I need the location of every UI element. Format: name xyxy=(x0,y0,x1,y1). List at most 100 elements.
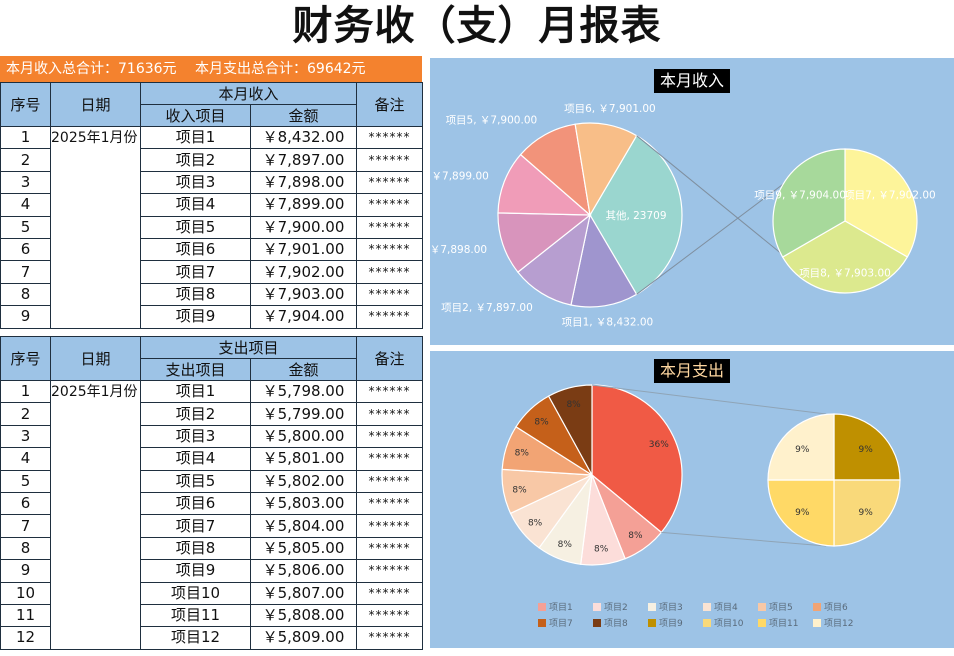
income-total: 本月收入总合计：71636元 xyxy=(6,61,177,77)
legend-item: 项目12 xyxy=(824,618,853,629)
row-amount: ￥7,900.00 xyxy=(249,215,358,239)
legend-item: 项目5 xyxy=(769,602,793,613)
table-row: 1 2025年1月份 项目1 ￥5,798.00 ****** xyxy=(0,379,424,650)
row-amount: ￥7,899.00 xyxy=(249,193,358,217)
pie-slice xyxy=(781,220,909,294)
legend-swatch xyxy=(538,619,546,627)
table-row: 1 2025年1月份 项目1 ￥8,432.00 ****** xyxy=(0,125,424,329)
pie-slice xyxy=(833,479,901,547)
row-item: 项目2 xyxy=(140,148,251,172)
row-index: 4 xyxy=(0,193,51,217)
row-item: 项目8 xyxy=(140,282,251,307)
pie-slice xyxy=(844,148,918,258)
col-amount-header: 金额 xyxy=(249,104,358,127)
legend-item: 项目7 xyxy=(549,618,573,629)
legend-item: 项目9 xyxy=(659,618,683,629)
row-item: 项目9 xyxy=(140,559,251,583)
chart-title: 本月支出 xyxy=(653,359,731,383)
row-note: ****** xyxy=(356,491,424,516)
row-index: 11 xyxy=(0,603,51,628)
row-note: ****** xyxy=(356,193,424,217)
table-row: 7 项目7 ￥7,902.00 ****** xyxy=(0,260,424,284)
row-note: ****** xyxy=(356,148,424,172)
legend-swatch xyxy=(703,603,711,611)
row-item: 项目7 xyxy=(140,514,251,538)
row-amount: ￥7,902.00 xyxy=(249,260,358,284)
data-label: 项目4, ￥7,899.00 xyxy=(430,170,489,182)
row-note: ****** xyxy=(356,125,424,150)
row-note: ****** xyxy=(356,237,424,262)
row-index: 5 xyxy=(0,215,51,239)
data-label: 项目9, ￥7,904.00 xyxy=(754,190,846,202)
row-item: 项目5 xyxy=(140,469,251,493)
table-row: 6 项目6 ￥7,901.00 ****** xyxy=(0,237,424,262)
row-item: 项目4 xyxy=(140,193,251,217)
data-label: 9% xyxy=(795,445,810,455)
legend-item: 项目2 xyxy=(604,602,628,613)
row-amount: ￥5,808.00 xyxy=(249,603,358,628)
row-amount: ￥5,802.00 xyxy=(249,469,358,493)
row-item: 项目4 xyxy=(140,447,251,471)
legend-item: 项目3 xyxy=(659,602,683,613)
data-label: 8% xyxy=(558,540,573,550)
row-amount: ￥5,805.00 xyxy=(249,536,358,561)
data-label: 8% xyxy=(515,449,530,459)
legend-item: 项目8 xyxy=(604,618,628,629)
pie-slice xyxy=(772,148,846,258)
row-item: 项目7 xyxy=(140,260,251,284)
row-note: ****** xyxy=(356,469,424,493)
col-date-header: 日期 xyxy=(50,336,141,381)
row-amount: ￥7,897.00 xyxy=(249,148,358,172)
legend-swatch xyxy=(593,619,601,627)
data-label: 8% xyxy=(566,400,581,410)
row-amount: ￥5,801.00 xyxy=(249,447,358,471)
table-row: 2 项目2 ￥5,799.00 ****** xyxy=(0,402,424,426)
legend-item: 项目11 xyxy=(769,618,798,629)
table-row: 11 项目11 ￥5,808.00 ****** xyxy=(0,603,424,628)
row-index: 2 xyxy=(0,148,51,172)
pie-slice xyxy=(570,213,638,308)
row-index: 5 xyxy=(0,469,51,493)
legend-item: 项目1 xyxy=(549,602,573,613)
table-row: 3 项目3 ￥5,800.00 ****** xyxy=(0,424,424,449)
connector-line xyxy=(661,531,827,547)
row-amount: ￥5,806.00 xyxy=(249,559,358,583)
pie-slice xyxy=(574,122,638,217)
legend-swatch xyxy=(813,603,821,611)
row-note: ****** xyxy=(356,536,424,561)
row-item: 项目3 xyxy=(140,424,251,449)
data-label: 9% xyxy=(859,508,874,518)
data-label: 8% xyxy=(594,545,609,555)
row-note: ****** xyxy=(356,282,424,307)
pie-slice xyxy=(833,413,901,481)
legend-swatch xyxy=(648,619,656,627)
table-row: 9 项目9 ￥7,904.00 ****** xyxy=(0,305,424,329)
row-index: 3 xyxy=(0,424,51,449)
row-note: ****** xyxy=(356,514,424,538)
row-amount: ￥8,432.00 xyxy=(249,125,358,150)
row-item: 项目12 xyxy=(140,626,251,650)
row-index: 3 xyxy=(0,170,51,195)
row-index: 10 xyxy=(0,581,51,605)
date-cell: 2025年1月份 xyxy=(50,380,141,650)
connector-line xyxy=(591,384,827,415)
pie-slice xyxy=(767,413,835,481)
income-chart-panel: 其他, 23709 项目1, ￥8,432.00 项目2, ￥7,897.00 项目3… xyxy=(430,58,954,345)
row-note: ****** xyxy=(356,447,424,471)
col-item-header: 支出项目 xyxy=(140,358,251,381)
row-note: ****** xyxy=(356,424,424,449)
data-label: 项目6, ￥7,901.00 xyxy=(564,103,656,115)
summary-bar: 本月收入总合计：71636元 本月支出总合计：69642元 xyxy=(0,56,422,82)
row-item: 项目6 xyxy=(140,491,251,516)
col-note-header: 备注 xyxy=(356,336,424,381)
row-note: ****** xyxy=(356,603,424,628)
income-group-header: 本月收入 xyxy=(139,82,358,105)
data-label: 项目5, ￥7,900.00 xyxy=(446,115,538,127)
panel-divider xyxy=(430,345,954,351)
row-amount: ￥7,903.00 xyxy=(249,282,358,307)
row-index: 7 xyxy=(0,260,51,284)
page-title: 财务收（支）月报表 xyxy=(292,3,662,49)
row-index: 4 xyxy=(0,447,51,471)
income-pie-chart: 其他, 23709 项目1, ￥8,432.00 项目2, ￥7,897.00 项目3… xyxy=(430,103,936,329)
legend-item: 项目10 xyxy=(714,618,744,629)
